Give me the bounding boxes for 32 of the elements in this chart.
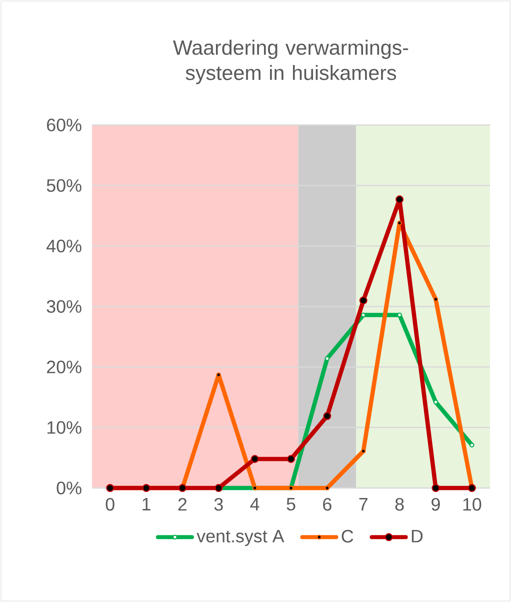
x-tick-label: 8 [395, 498, 404, 511]
point [287, 454, 295, 463]
x-tick-label: 10 [463, 498, 482, 511]
point [324, 356, 330, 361]
point [433, 400, 438, 404]
x-tick-label: 5 [286, 498, 296, 511]
x-tick-label: 6 [323, 498, 332, 511]
point [250, 454, 259, 463]
legend-label: vent.syst A [196, 530, 284, 546]
x-tick-label: 9 [432, 498, 440, 511]
x-tick-label: 3 [214, 498, 223, 511]
y-tick-label: 0% [56, 482, 82, 494]
x-tick-label: 1 [142, 498, 150, 510]
point [470, 442, 474, 448]
point [397, 220, 402, 226]
legend-label: C [342, 530, 354, 543]
x-tick-label: 0 [106, 498, 114, 511]
y-tick-label: 20% [46, 360, 82, 374]
y-tick-label: 40% [46, 240, 82, 252]
y-tick-label: 30% [46, 300, 82, 313]
point [359, 296, 368, 304]
point [323, 412, 332, 420]
legend-label: D [412, 530, 423, 542]
point [432, 484, 440, 492]
y-tick-label: 50% [46, 179, 82, 192]
y-tick-label: 10% [47, 421, 82, 434]
y-tick-label: 60% [47, 118, 82, 132]
point [396, 195, 404, 204]
x-tick-label: 2 [178, 498, 187, 511]
x-tick-label: 4 [250, 498, 260, 510]
chart-title: Waardering verwarmings-systeem in huiskamers [173, 40, 408, 84]
x-tick-label: 7 [359, 498, 368, 510]
